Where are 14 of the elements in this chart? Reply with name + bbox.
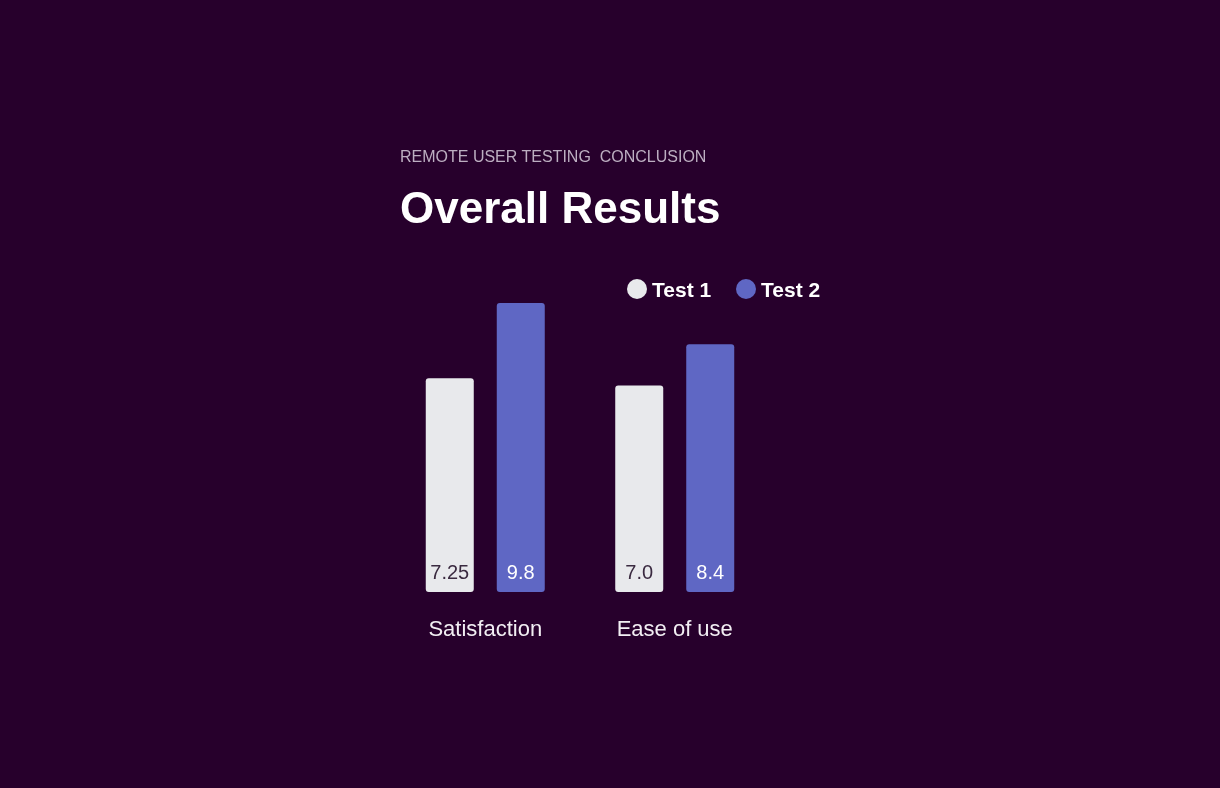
data-label: 7.0 xyxy=(625,561,654,583)
chart-subtitle: REMOTE USER TESTING CONCLUSION xyxy=(400,148,707,165)
bar xyxy=(496,303,545,592)
bar xyxy=(686,344,735,592)
data-label: 7.25 xyxy=(430,561,470,583)
bar xyxy=(615,385,664,592)
legend-label: Test 1 xyxy=(652,277,712,301)
bar xyxy=(425,378,474,592)
chart-title: Overall Results xyxy=(400,183,721,232)
legend-label: Test 2 xyxy=(761,277,821,301)
x-tick-label: Ease of use xyxy=(616,616,733,641)
data-label: 9.8 xyxy=(506,561,535,583)
data-label: 8.4 xyxy=(696,561,725,583)
x-tick-label: Satisfaction xyxy=(428,616,543,641)
